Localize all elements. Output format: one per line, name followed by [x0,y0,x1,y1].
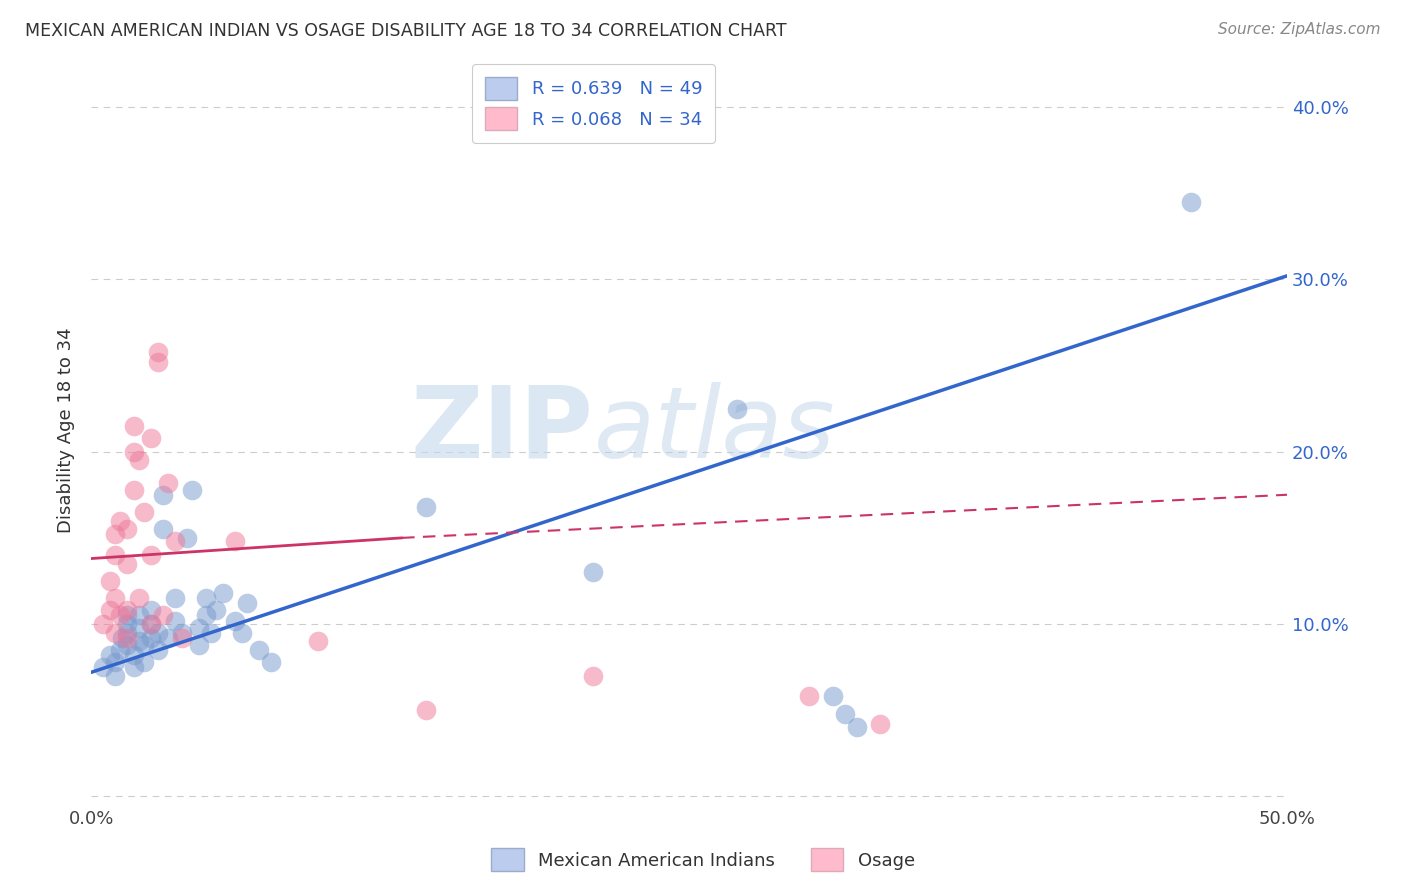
Point [170,625,193,640]
Point [152,522,174,536]
Point [132,655,155,669]
Point [146,344,169,359]
Point [146,643,169,657]
Point [139,431,162,445]
Point [797,690,820,704]
Point [247,643,270,657]
Point [869,717,891,731]
Point [115,638,138,652]
Point [98,603,121,617]
Text: MEXICAN AMERICAN INDIAN VS OSAGE DISABILITY AGE 18 TO 34 CORRELATION CHART: MEXICAN AMERICAN INDIAN VS OSAGE DISABIL… [25,22,787,40]
Point [163,591,186,606]
Point [194,591,217,606]
Point [139,617,162,632]
Point [582,669,605,683]
Point [115,631,138,645]
Point [98,648,121,662]
Point [194,608,217,623]
Point [582,566,605,580]
Point [231,625,253,640]
Point [104,669,127,683]
Text: atlas: atlas [593,382,835,479]
Point [156,475,179,490]
Point [139,548,162,562]
Y-axis label: Disability Age 18 to 34: Disability Age 18 to 34 [58,327,75,533]
Point [725,401,748,416]
Point [104,548,127,562]
Legend: Mexican American Indians, Osage: Mexican American Indians, Osage [484,841,922,879]
Legend: R = 0.639   N = 49, R = 0.068   N = 34: R = 0.639 N = 49, R = 0.068 N = 34 [472,64,714,143]
Point [115,608,138,623]
Point [128,591,150,606]
Point [152,488,174,502]
Text: Source: ZipAtlas.com: Source: ZipAtlas.com [1218,22,1381,37]
Point [307,634,329,648]
Point [180,483,202,497]
Point [115,603,138,617]
Point [834,706,856,721]
Text: ZIP: ZIP [411,382,593,479]
Point [146,355,169,369]
Point [108,608,131,623]
Point [139,617,162,632]
Point [104,591,127,606]
Point [845,721,868,735]
Point [146,625,169,640]
Point [128,620,150,634]
Point [115,557,138,571]
Point [122,660,145,674]
Point [139,603,162,617]
Point [115,617,138,632]
Point [187,638,209,652]
Point [211,586,233,600]
Point [163,534,186,549]
Point [187,620,209,634]
Point [163,614,186,628]
Point [111,631,134,645]
Point [128,453,150,467]
Point [122,418,145,433]
Point [108,643,131,657]
Point [152,608,174,623]
Point [132,638,155,652]
Point [156,631,179,645]
Point [115,625,138,640]
Point [122,444,145,458]
Point [128,608,150,623]
Point [104,527,127,541]
Point [139,631,162,645]
Point [170,631,193,645]
Point [415,703,437,717]
Point [104,625,127,640]
Point [415,500,437,514]
Point [259,655,281,669]
Point [200,625,222,640]
Point [91,617,114,632]
Point [224,534,246,549]
Point [1180,194,1202,209]
Point [108,514,131,528]
Point [176,531,198,545]
Point [128,634,150,648]
Point [115,522,138,536]
Point [104,655,127,669]
Point [91,660,114,674]
Point [224,614,246,628]
Point [204,603,226,617]
Point [122,483,145,497]
Point [821,690,844,704]
Point [122,648,145,662]
Point [132,505,155,519]
Point [98,574,121,588]
Point [235,596,257,610]
